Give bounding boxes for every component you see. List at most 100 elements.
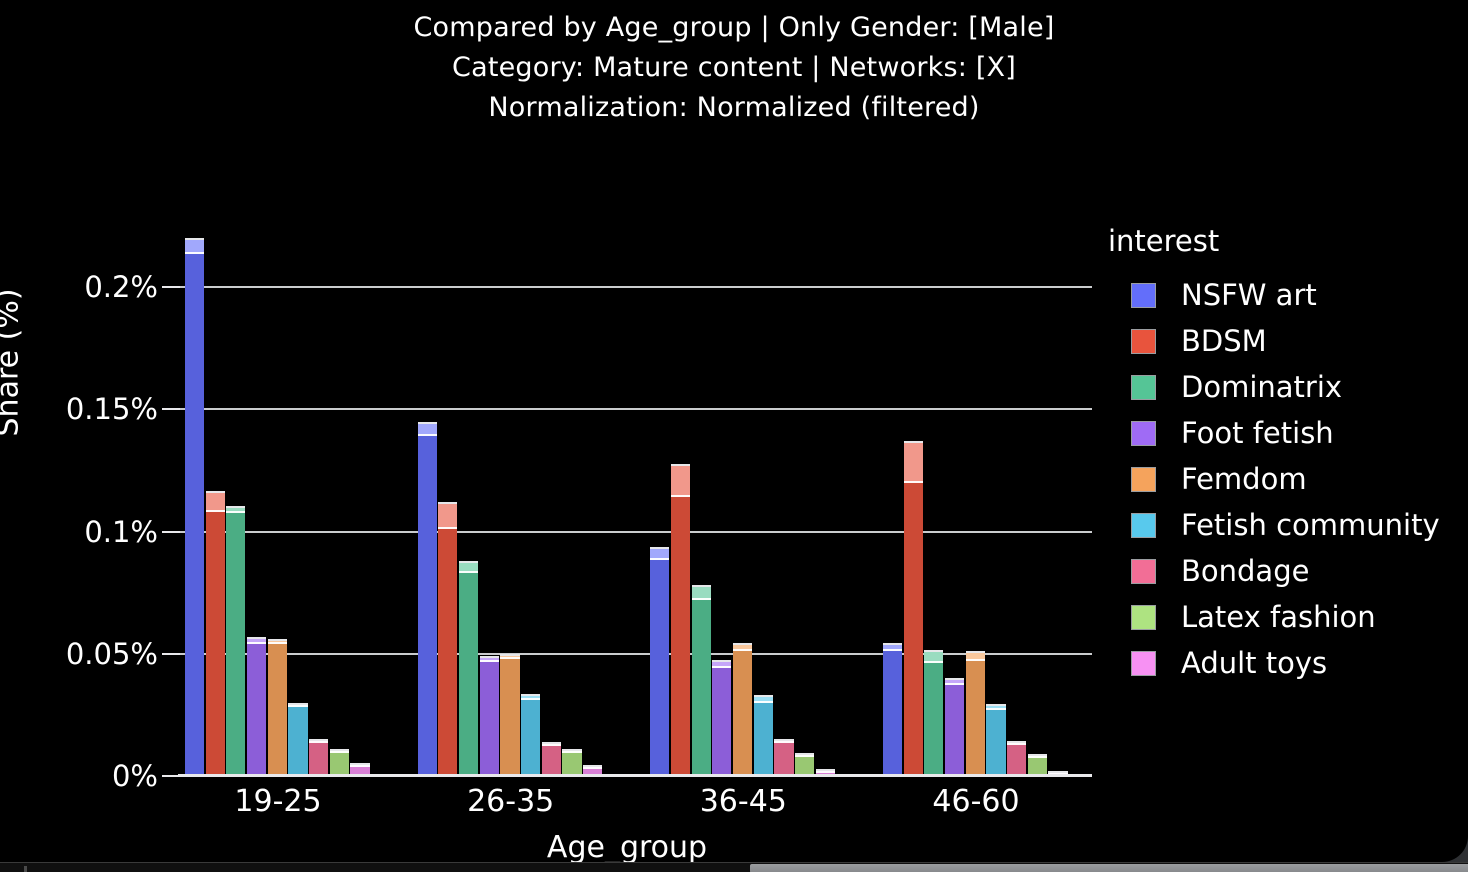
bar-body (521, 700, 541, 776)
legend-label: Adult toys (1181, 646, 1328, 680)
bar-confidence-cap (184, 238, 205, 254)
bar-body (541, 745, 561, 776)
legend-swatch (1132, 605, 1155, 629)
legend-item[interactable]: Adult toys (1108, 640, 1440, 686)
bar-body (924, 663, 944, 776)
bar-confidence-cap (458, 560, 479, 573)
bar-confidence-cap (691, 585, 711, 600)
legend-items: NSFW art BDSM Dominatrix Foot fetish Femdom F… (1108, 272, 1440, 686)
bar-body (417, 436, 437, 776)
bar-confidence-cap (226, 505, 246, 514)
bar[interactable] (226, 505, 246, 776)
legend-label: BDSM (1181, 324, 1267, 358)
bar[interactable] (903, 441, 923, 776)
bar[interactable] (944, 678, 965, 776)
bar[interactable] (583, 765, 603, 776)
bar-body (458, 572, 479, 776)
legend-item[interactable]: Latex fashion (1108, 594, 1440, 640)
bar-body (562, 753, 582, 776)
bar-confidence-cap (1007, 740, 1027, 746)
bar[interactable] (753, 695, 773, 776)
scrollbar-thumb[interactable] (750, 864, 1468, 872)
legend-item[interactable]: Bondage (1108, 548, 1440, 594)
bar[interactable] (924, 650, 944, 776)
legend-item[interactable]: Foot fetish (1108, 410, 1440, 456)
bar-confidence-cap (712, 659, 732, 669)
bar-body (329, 753, 349, 776)
bar-confidence-cap (815, 769, 835, 774)
bar-confidence-cap (753, 695, 773, 703)
legend-item[interactable]: Dominatrix (1108, 364, 1440, 410)
bar[interactable] (500, 653, 520, 777)
y-tick-mark (162, 652, 180, 655)
legend-item[interactable]: Femdom (1108, 456, 1440, 502)
bar[interactable] (1027, 754, 1047, 776)
bar-body (288, 707, 308, 776)
legend-item[interactable]: NSFW art (1108, 272, 1440, 318)
y-tick-mark (162, 408, 180, 411)
bar-confidence-cap (309, 739, 329, 744)
bar[interactable] (774, 739, 794, 776)
scrollbar-notch (24, 866, 27, 872)
chart-title-line-2: Category: Mature content | Networks: [X] (452, 52, 1016, 83)
bar-body (650, 559, 670, 776)
legend-swatch (1132, 467, 1155, 491)
bar[interactable] (670, 464, 691, 776)
x-axis-line (178, 774, 1092, 777)
bar[interactable] (184, 238, 205, 776)
bar[interactable] (541, 741, 561, 776)
bar-confidence-cap (246, 636, 267, 644)
legend-swatch (1132, 651, 1155, 675)
bar[interactable] (288, 702, 308, 776)
bar-body (944, 685, 965, 776)
bar-body (795, 756, 815, 776)
legend-label: Foot fetish (1181, 416, 1334, 450)
bar[interactable] (417, 421, 437, 776)
bar[interactable] (732, 642, 753, 776)
bar-confidence-cap (350, 762, 370, 767)
bar[interactable] (329, 749, 349, 776)
bar[interactable] (479, 656, 499, 776)
bar[interactable] (650, 547, 670, 776)
bar[interactable] (712, 659, 732, 776)
bar[interactable] (267, 639, 287, 776)
bar-body (670, 497, 691, 776)
bar[interactable] (1007, 740, 1027, 776)
bar-confidence-cap (1027, 754, 1047, 758)
bar[interactable] (458, 560, 479, 776)
bar-body (903, 482, 923, 776)
legend-label: Dominatrix (1181, 370, 1343, 404)
bar-confidence-cap (965, 651, 985, 662)
gridline (180, 530, 1092, 533)
bar[interactable] (965, 651, 985, 776)
bar-body (350, 766, 370, 776)
bar[interactable] (882, 642, 903, 776)
legend-item[interactable]: Fetish community (1108, 502, 1440, 548)
bar-body (438, 529, 458, 776)
bar[interactable] (691, 585, 711, 776)
chart-title-line-1: Compared by Age_group | Only Gender: [Ma… (413, 12, 1055, 43)
chart-title-line-3: Normalization: Normalized (filtered) (488, 92, 980, 123)
bar[interactable] (986, 703, 1006, 776)
legend-swatch (1132, 283, 1155, 307)
bar-body (184, 253, 205, 776)
bar[interactable] (309, 739, 329, 776)
bar[interactable] (795, 752, 815, 776)
legend-label: Femdom (1181, 462, 1307, 496)
bar[interactable] (350, 762, 370, 776)
bar[interactable] (562, 749, 582, 776)
bar-confidence-cap (650, 547, 670, 560)
bar-body (205, 511, 225, 776)
bar-confidence-cap (329, 749, 349, 754)
bar[interactable] (521, 694, 541, 776)
legend-label: NSFW art (1181, 278, 1317, 312)
bar-confidence-cap (795, 752, 815, 757)
bar-confidence-cap (774, 739, 794, 744)
legend-item[interactable]: BDSM (1108, 318, 1440, 364)
bar[interactable] (205, 491, 225, 776)
horizontal-scrollbar[interactable] (0, 862, 1468, 872)
bar[interactable] (246, 636, 267, 776)
gridline (180, 286, 1092, 288)
bar[interactable] (438, 502, 458, 776)
